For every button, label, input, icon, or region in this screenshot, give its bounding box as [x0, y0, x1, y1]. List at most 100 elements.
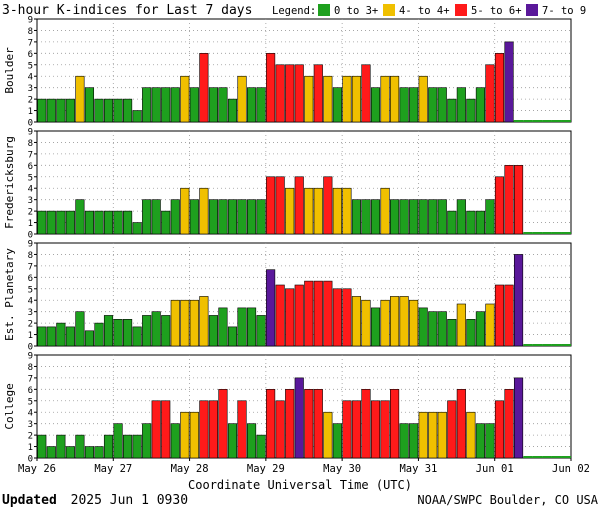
k-bar: [218, 199, 228, 235]
k-bar: [94, 322, 104, 347]
k-bar: [142, 199, 152, 235]
y-tick-label: 5: [28, 173, 33, 183]
k-bar: [246, 307, 257, 347]
y-tick-label: 7: [28, 150, 33, 160]
k-bar: [237, 199, 247, 235]
k-bar: [437, 311, 447, 347]
k-bar: [170, 299, 180, 347]
k-bar-empty: [561, 344, 571, 346]
k-bar: [56, 210, 66, 235]
k-bar: [256, 315, 266, 347]
k-bar: [65, 326, 75, 347]
k-bar: [237, 307, 247, 347]
k-bar: [409, 87, 419, 123]
k-bar: [380, 400, 390, 459]
panel-fredericksburg: 0 12 34 56 789 Fredericksburg: [3, 128, 572, 241]
y-tick-label: 4: [28, 185, 33, 195]
k-bar: [428, 311, 438, 347]
k-bar: [285, 187, 295, 235]
k-bar: [504, 41, 514, 123]
k-bar: [189, 299, 199, 347]
k-bar: [390, 75, 400, 123]
k-bar: [56, 98, 66, 123]
y-tick-label: 1: [28, 219, 33, 229]
k-bar: [370, 87, 381, 123]
k-bar: [390, 199, 400, 235]
y-tick-label: 1: [28, 331, 33, 341]
k-bar-empty: [523, 344, 533, 346]
k-bar: [56, 322, 66, 347]
k-bar: [275, 64, 285, 123]
k-bar: [370, 199, 381, 235]
k-bar: [313, 389, 323, 459]
k-bar: [161, 210, 171, 235]
x-tick-label: May 30: [323, 463, 361, 475]
k-bar: [313, 280, 323, 347]
k-bar: [275, 400, 285, 459]
k-bar: [208, 199, 218, 235]
y-tick-label: 9: [28, 16, 33, 26]
k-bar: [227, 326, 238, 347]
k-bar: [84, 446, 95, 459]
k-bar: [323, 75, 333, 123]
k-bar: [170, 199, 180, 235]
y-tick-label: 6: [28, 162, 33, 172]
y-tick-label: 6: [28, 274, 33, 284]
k-bar: [170, 423, 180, 459]
k-bar: [380, 187, 390, 235]
legend-swatch-yellow: [383, 4, 395, 16]
k-bar: [199, 53, 209, 123]
k-bar-empty: [542, 232, 552, 234]
k-bar: [180, 187, 190, 235]
k-bar: [75, 199, 85, 235]
k-bar: [170, 87, 180, 123]
k-bar: [227, 98, 238, 123]
k-bar: [75, 311, 85, 347]
k-bar: [84, 210, 95, 235]
k-bar: [65, 98, 75, 123]
k-bar: [275, 284, 285, 347]
y-tick-label: 8: [28, 363, 33, 373]
y-tick-label: 1: [28, 443, 33, 453]
k-bar: [266, 53, 276, 123]
k-bar: [56, 434, 66, 459]
k-bar: [103, 98, 114, 123]
y-tick-label: 0: [28, 231, 33, 241]
footer-credit: NOAA/SWPC Boulder, CO USA: [417, 493, 598, 507]
k-bar: [151, 311, 161, 347]
y-tick-label: 5: [28, 285, 33, 295]
k-bar: [456, 389, 466, 459]
k-bar: [123, 210, 133, 235]
k-bar: [323, 176, 333, 235]
y-tick-label: 8: [28, 27, 33, 37]
k-bar: [313, 64, 323, 123]
k-bar: [113, 210, 123, 235]
legend-swatch-red: [455, 4, 467, 16]
k-bar: [37, 434, 47, 459]
y-tick-label: 1: [28, 107, 33, 117]
k-bar: [380, 299, 390, 347]
k-bar: [256, 434, 266, 459]
k-bar: [428, 199, 438, 235]
k-bar: [456, 87, 466, 123]
k-bar: [84, 330, 95, 347]
k-bar: [237, 75, 247, 123]
k-bar: [409, 299, 419, 347]
k-bar: [390, 296, 400, 347]
k-bar: [466, 319, 476, 347]
k-bar: [342, 187, 352, 235]
k-bar: [399, 423, 409, 459]
k-bar: [103, 434, 114, 459]
legend-label: Legend:: [272, 5, 316, 17]
k-bar: [399, 296, 409, 347]
k-bar: [304, 187, 314, 235]
k-bar: [332, 288, 342, 347]
k-bar-empty: [532, 456, 543, 458]
y-tick-label: 8: [28, 139, 33, 149]
k-bar: [113, 319, 123, 347]
y-tick-label: 9: [28, 128, 33, 138]
k-bar: [189, 411, 199, 459]
k-bar: [161, 315, 171, 347]
k-bar: [218, 389, 228, 459]
